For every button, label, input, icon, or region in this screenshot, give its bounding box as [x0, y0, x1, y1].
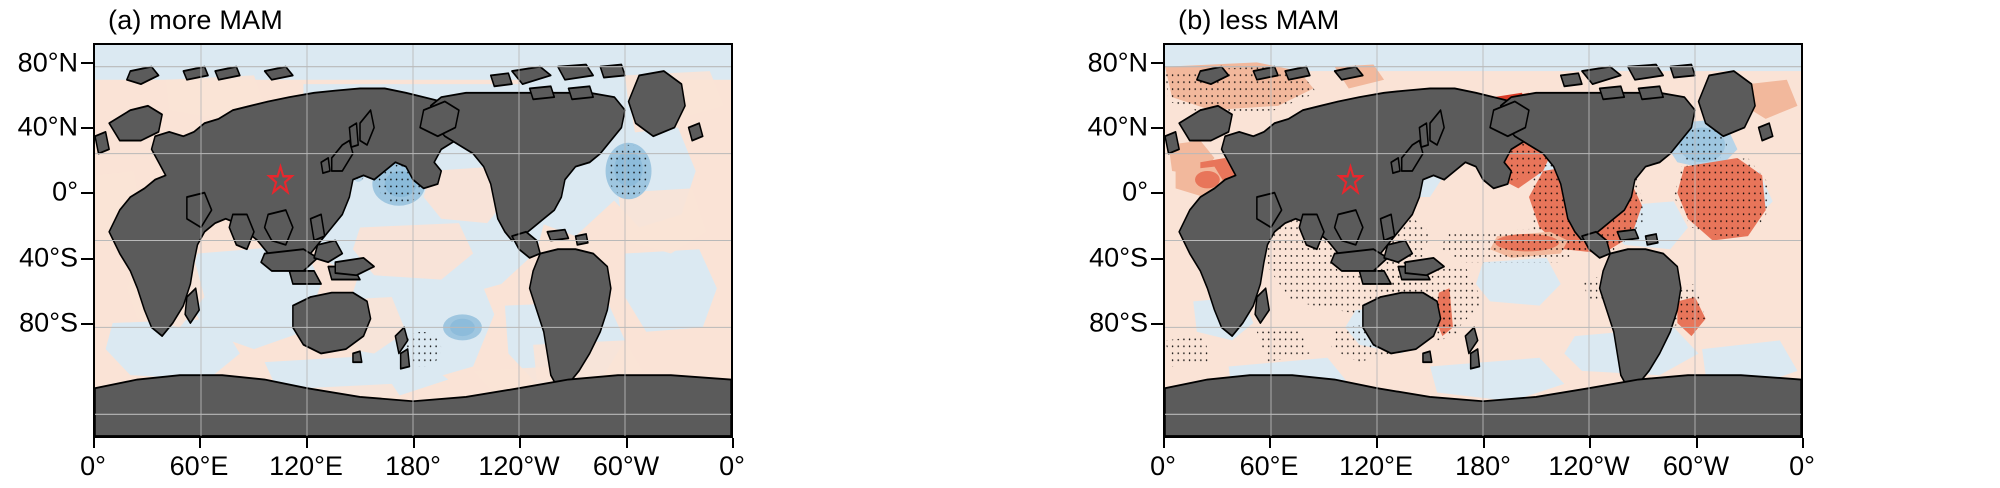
panel-a-ytickmark-40s	[81, 258, 93, 260]
panel-b-gridlines	[1165, 45, 1801, 436]
panel-b-xtick-60e: 60°E	[1239, 451, 1299, 481]
panel-b-xtick-120w: 120°W	[1548, 451, 1630, 481]
panel-b-xtick-120e: 120°E	[1339, 451, 1413, 481]
panel-a-landmasses	[95, 63, 731, 436]
panel-a-map-canvas	[95, 45, 731, 436]
panel-b-xtickmark-120e	[1376, 438, 1378, 448]
panel-a-xtick-120w: 120°W	[478, 451, 560, 481]
panel-b: (b) less MAM 80°N 40°N 0° 40°S 80°S	[1000, 0, 2000, 488]
panel-a-xtickmark-0r	[732, 438, 734, 448]
panel-a-ytick-40n: 40°N	[17, 111, 78, 142]
panel-b-xtickmark-180	[1483, 438, 1485, 448]
panel-b-map[interactable]	[1163, 43, 1803, 438]
panel-a-ytick-40s: 40°S	[19, 242, 78, 273]
panel-a-gridlines	[95, 45, 731, 436]
panel-a-ytickmark-0	[81, 192, 93, 194]
panel-b-ytick-80s: 80°S	[1089, 307, 1148, 338]
panel-b-ytick-40n: 40°N	[1087, 111, 1148, 142]
panel-b-xtickmark-60e	[1269, 438, 1271, 448]
panel-b-svg	[1165, 45, 1801, 436]
panel-a-xtick-60e: 60°E	[169, 451, 229, 481]
panel-a: (a) more MAM 80°N 40°N 0° 40°S 80°S	[17, 5, 745, 481]
study-site-star-icon	[1336, 162, 1365, 196]
panel-b-ytickmark-40s	[1151, 258, 1163, 260]
panel-b-xtickmark-0r	[1802, 438, 1804, 448]
panel-a-title: (a) more MAM	[108, 5, 283, 35]
panel-b-ytick-80n: 80°N	[1087, 47, 1148, 78]
panel-a-xtickmark-180	[413, 438, 415, 448]
panel-a-ytickmark-40n	[81, 127, 93, 129]
panel-b-xtickmark-120w	[1589, 438, 1591, 448]
panel-a-xtick-60w: 60°W	[592, 451, 660, 481]
panel-a-xtickmark-120w	[519, 438, 521, 448]
panel-b-ytickmark-40n	[1151, 127, 1163, 129]
panel-a-xtickmark-0	[93, 438, 95, 448]
panel-b-xtickmark-60w	[1696, 438, 1698, 448]
panel-a-ytick-80s: 80°S	[19, 307, 78, 338]
panel-b-xtick-180: 180°	[1455, 451, 1511, 481]
panel-b-landmasses	[1165, 63, 1801, 436]
panel-a-xtick-180: 180°	[385, 451, 441, 481]
panel-a-xtick-0r: 0°	[719, 451, 745, 481]
panel-b-ytickmark-0	[1151, 192, 1163, 194]
panel-a-svg	[95, 45, 731, 436]
panel-a-xtick-0: 0°	[80, 451, 106, 481]
panel-b-xtick-0r: 0°	[1789, 451, 1815, 481]
panel-b-map-canvas	[1165, 45, 1801, 436]
panel-b-xtickmark-0	[1163, 438, 1165, 448]
panel-b-xtick-0: 0°	[1150, 451, 1176, 481]
study-site-star-icon	[266, 162, 295, 196]
panel-b-ytick-0: 0°	[1122, 176, 1148, 207]
panel-a-xtickmark-120e	[306, 438, 308, 448]
panel-a-ytickmark-80n	[81, 62, 93, 64]
panel-a-ytickmark-80s	[81, 323, 93, 325]
panel-a-xtickmark-60e	[199, 438, 201, 448]
panel-b-ytick-40s: 40°S	[1089, 242, 1148, 273]
panel-b-ytickmark-80s	[1151, 323, 1163, 325]
panel-a-ytick-80n: 80°N	[17, 47, 78, 78]
panel-a-xtick-120e: 120°E	[269, 451, 343, 481]
panel-a-xtickmark-60w	[626, 438, 628, 448]
panel-b-ytickmark-80n	[1151, 62, 1163, 64]
panel-a-map[interactable]	[93, 43, 733, 438]
panel-a-ytick-0: 0°	[52, 176, 78, 207]
panel-b-xtick-60w: 60°W	[1662, 451, 1730, 481]
panel-b-title: (b) less MAM	[1178, 5, 1340, 35]
